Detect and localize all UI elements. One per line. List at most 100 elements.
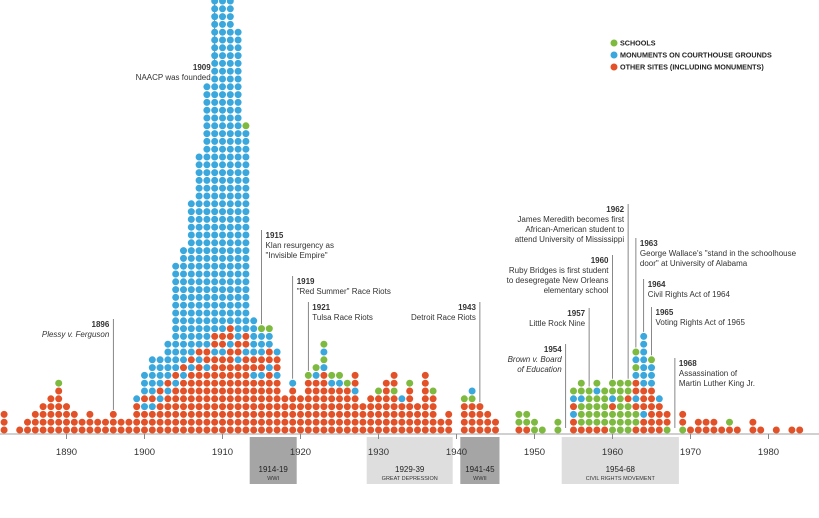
dot-other-site [304, 410, 312, 418]
dot-courthouse-monument [234, 325, 242, 333]
dot-other-site [16, 426, 24, 434]
dot-other-site [304, 379, 312, 387]
dot-other-site [211, 418, 219, 426]
dot-other-site [24, 418, 31, 426]
dot-other-site [226, 387, 234, 395]
dot-courthouse-monument [351, 387, 359, 395]
dot-other-site [421, 410, 429, 418]
dot-other-site [211, 395, 219, 403]
dot-courthouse-monument [211, 176, 219, 184]
dot-other-site [640, 395, 648, 403]
dot-courthouse-monument [242, 192, 250, 200]
dot-other-site [273, 403, 281, 411]
annotation-year: 1964 [648, 280, 666, 289]
dot-school [304, 371, 312, 379]
dot-school [242, 122, 250, 130]
annotation-text: Assassination of [679, 369, 738, 378]
dot-school [616, 403, 624, 411]
dot-courthouse-monument [570, 395, 577, 403]
dot-courthouse-monument [234, 200, 242, 208]
dot-other-site [640, 387, 648, 395]
dot-courthouse-monument [203, 184, 211, 192]
dot-courthouse-monument [172, 293, 180, 301]
dot-other-site [86, 410, 94, 418]
dot-courthouse-monument [226, 340, 234, 348]
dot-courthouse-monument [250, 348, 258, 356]
dot-other-site [63, 403, 70, 411]
dot-courthouse-monument [219, 215, 226, 223]
dot-courthouse-monument [226, 317, 234, 325]
dot-courthouse-monument [640, 379, 648, 387]
dot-other-site [382, 426, 390, 434]
dot-courthouse-monument [226, 36, 234, 44]
dot-other-site [749, 426, 757, 434]
dot-courthouse-monument [250, 332, 258, 340]
period-box [561, 437, 679, 484]
dot-courthouse-monument [180, 325, 187, 333]
dot-other-site [484, 410, 492, 418]
dot-other-site [663, 410, 671, 418]
dot-school [726, 418, 733, 426]
dot-other-site [195, 364, 203, 372]
dot-other-site [460, 418, 468, 426]
dot-school [585, 387, 593, 395]
dot-other-site [70, 410, 78, 418]
dot-other-site [429, 403, 437, 411]
dot-courthouse-monument [211, 262, 219, 270]
dot-courthouse-monument [234, 262, 242, 270]
dot-courthouse-monument [203, 215, 211, 223]
dot-other-site [211, 403, 219, 411]
dot-courthouse-monument [242, 247, 250, 255]
dot-other-site [476, 418, 484, 426]
dot-courthouse-monument [211, 153, 219, 161]
dot-courthouse-monument [203, 91, 211, 99]
dot-other-site [148, 426, 156, 434]
dot-other-site [0, 426, 8, 434]
dot-other-site [648, 395, 655, 403]
dot-other-site [679, 410, 687, 418]
dot-other-site [468, 410, 476, 418]
dot-other-site [117, 418, 125, 426]
dot-other-site [320, 387, 328, 395]
dot-courthouse-monument [226, 83, 234, 91]
dot-courthouse-monument [195, 247, 203, 255]
dot-other-site [187, 387, 195, 395]
dot-courthouse-monument [219, 153, 226, 161]
dot-courthouse-monument [211, 20, 219, 28]
dot-courthouse-monument [219, 169, 226, 177]
dot-courthouse-monument [250, 371, 258, 379]
dot-courthouse-monument [203, 122, 211, 130]
dot-other-site [429, 410, 437, 418]
dot-courthouse-monument [203, 208, 211, 216]
dot-courthouse-monument [234, 122, 242, 130]
dot-courthouse-monument [211, 247, 219, 255]
dot-courthouse-monument [203, 239, 211, 247]
dot-other-site [211, 426, 219, 434]
dot-other-site [180, 418, 187, 426]
dot-other-site [226, 410, 234, 418]
dot-other-site [757, 426, 765, 434]
dot-other-site [211, 371, 219, 379]
dot-courthouse-monument [234, 239, 242, 247]
dot-other-site [172, 403, 180, 411]
dot-courthouse-monument [203, 332, 211, 340]
dot-courthouse-monument [203, 270, 211, 278]
dot-other-site [445, 418, 453, 426]
dot-courthouse-monument [219, 28, 226, 36]
dot-courthouse-monument [219, 208, 226, 216]
dot-school [577, 418, 585, 426]
dot-courthouse-monument [632, 356, 640, 364]
dot-courthouse-monument [242, 348, 250, 356]
dot-courthouse-monument [203, 137, 211, 145]
annotation-text: Tulsa Race Riots [312, 313, 373, 322]
dot-other-site [351, 418, 359, 426]
dot-courthouse-monument [226, 20, 234, 28]
dot-school [609, 418, 616, 426]
period-years: 1929-39 [395, 465, 425, 474]
dot-courthouse-monument [211, 239, 219, 247]
dot-courthouse-monument [187, 348, 195, 356]
dot-courthouse-monument [336, 379, 343, 387]
dot-courthouse-monument [242, 145, 250, 153]
dot-other-site [749, 418, 757, 426]
dot-courthouse-monument [265, 364, 273, 372]
